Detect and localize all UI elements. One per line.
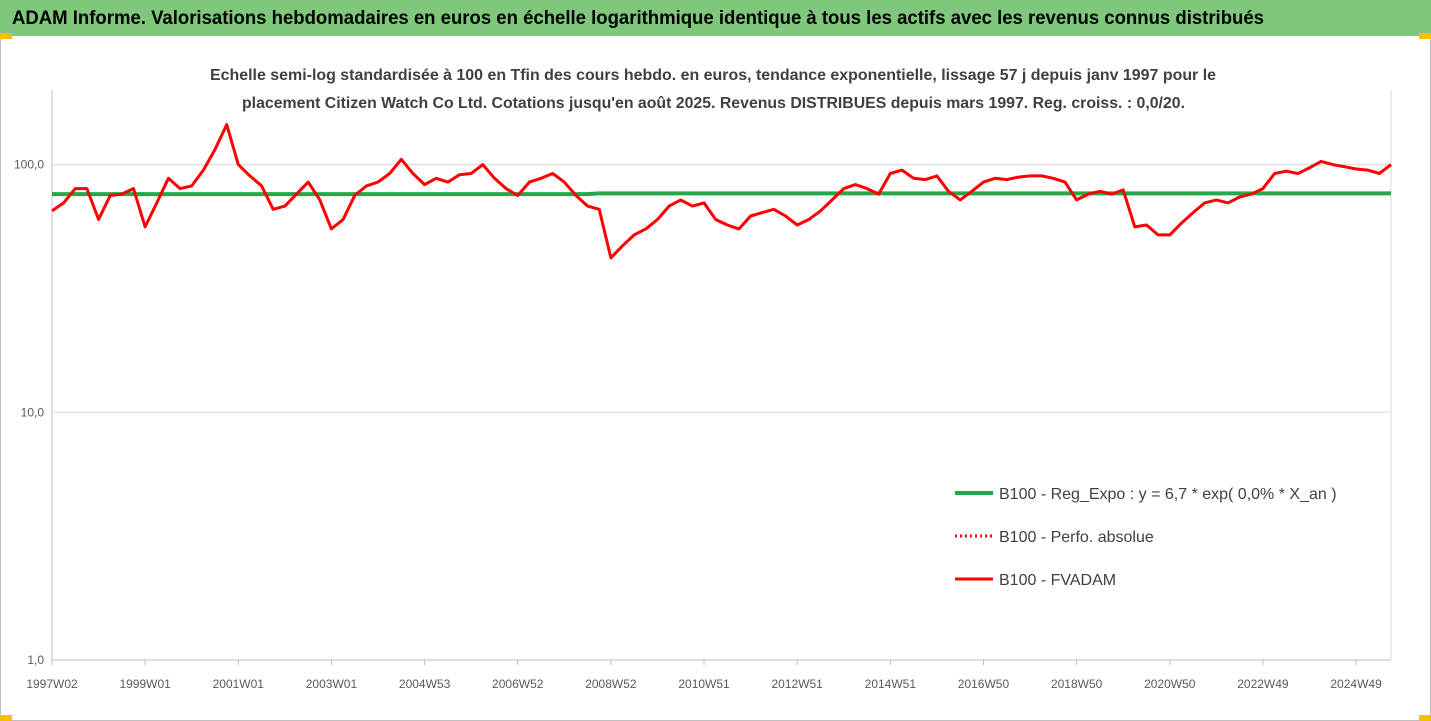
corner-mark bbox=[0, 715, 12, 721]
x-tick-label: 1997W02 bbox=[26, 677, 78, 691]
x-tick-label: 2024W49 bbox=[1330, 677, 1382, 691]
series-line bbox=[52, 191, 1391, 197]
subtitle: Echelle semi-log standardisée à 100 en T… bbox=[210, 67, 1216, 84]
legend-label: B100 - Reg_Expo : y = 6,7 * exp( 0,0% * … bbox=[999, 486, 1337, 503]
x-tick-label: 2020W50 bbox=[1144, 677, 1196, 691]
legend-label: B100 - FVADAM bbox=[999, 572, 1116, 589]
x-tick-label: 2018W50 bbox=[1051, 677, 1103, 691]
corner-mark bbox=[1419, 33, 1431, 39]
corner-mark bbox=[0, 33, 12, 39]
y-tick-label: 100,0 bbox=[14, 158, 44, 172]
x-tick-label: 2016W50 bbox=[958, 677, 1010, 691]
y-tick-label: 1,0 bbox=[27, 653, 44, 667]
x-tick-label: 2012W51 bbox=[771, 677, 823, 691]
legend-label: B100 - Perfo. absolue bbox=[999, 529, 1154, 546]
x-tick-label: 2001W01 bbox=[213, 677, 265, 691]
x-tick-label: 2003W01 bbox=[306, 677, 358, 691]
corner-mark bbox=[1419, 715, 1431, 721]
x-tick-label: 2008W52 bbox=[585, 677, 637, 691]
x-tick-label: 1999W01 bbox=[119, 677, 171, 691]
x-tick-label: 2022W49 bbox=[1237, 677, 1289, 691]
x-tick-label: 2014W51 bbox=[865, 677, 917, 691]
y-tick-label: 10,0 bbox=[21, 405, 45, 419]
subtitle: placement Citizen Watch Co Ltd. Cotation… bbox=[242, 95, 1185, 112]
x-tick-label: 2004W53 bbox=[399, 677, 451, 691]
x-tick-label: 2006W52 bbox=[492, 677, 544, 691]
title-bar bbox=[0, 0, 1431, 36]
x-tick-label: 2010W51 bbox=[678, 677, 730, 691]
chart-title: ADAM Informe. Valorisations hebdomadaire… bbox=[12, 8, 1264, 29]
series-line bbox=[51, 123, 1392, 260]
